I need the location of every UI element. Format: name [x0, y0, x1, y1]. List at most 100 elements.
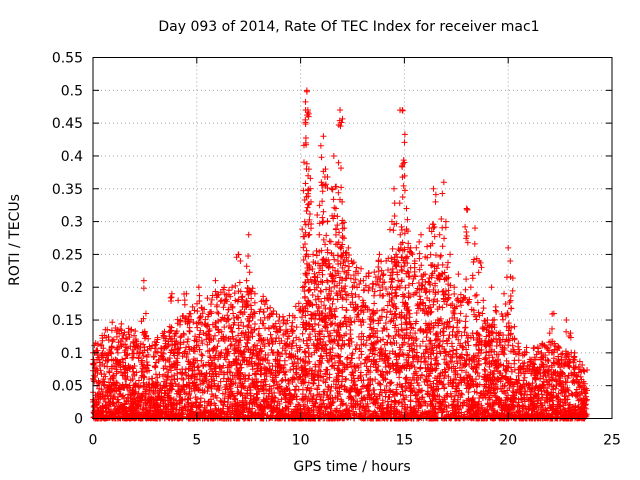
data-point: [151, 363, 158, 370]
data-point: [396, 374, 403, 381]
data-point: [570, 403, 577, 410]
data-point: [194, 364, 201, 371]
data-point: [392, 367, 399, 374]
data-point: [545, 358, 552, 365]
data-point: [118, 320, 125, 327]
data-point: [530, 345, 537, 352]
data-point: [289, 327, 296, 334]
data-point: [325, 333, 332, 340]
data-point: [433, 336, 440, 343]
data-point: [470, 334, 477, 341]
data-point: [379, 397, 386, 404]
data-point: [435, 288, 442, 295]
data-point: [177, 334, 184, 341]
data-point: [427, 378, 434, 385]
data-point: [534, 344, 541, 351]
data-point: [372, 281, 379, 288]
data-point: [267, 304, 274, 311]
data-point: [322, 305, 329, 312]
data-point: [483, 355, 490, 362]
data-point: [217, 397, 224, 404]
data-point: [436, 393, 443, 400]
data-point: [509, 342, 516, 349]
data-point: [242, 395, 249, 402]
data-point: [462, 286, 469, 293]
data-point: [434, 306, 441, 313]
data-point: [465, 300, 472, 307]
data-point: [428, 308, 435, 315]
data-point: [224, 312, 231, 319]
data-point: [267, 331, 274, 338]
data-point: [405, 282, 412, 289]
data-point: [382, 347, 389, 354]
data-point: [339, 337, 346, 344]
data-point: [519, 402, 526, 409]
data-point: [385, 333, 392, 340]
data-point: [264, 305, 271, 312]
data-point: [458, 332, 465, 339]
data-point: [356, 281, 363, 288]
data-point: [241, 394, 248, 401]
data-point: [453, 346, 460, 353]
data-point: [489, 354, 496, 361]
data-point: [191, 307, 198, 314]
data-point: [144, 347, 151, 354]
data-point: [307, 331, 314, 338]
data-point: [450, 347, 457, 354]
data-point: [543, 376, 550, 383]
data-point: [392, 289, 399, 296]
data-point: [329, 300, 336, 307]
data-point: [215, 310, 222, 317]
data-point: [404, 351, 411, 358]
data-point: [557, 364, 564, 371]
data-point: [529, 380, 536, 387]
data-point: [346, 342, 353, 349]
data-point: [109, 319, 116, 326]
data-point: [352, 276, 359, 283]
data-point: [238, 389, 245, 396]
data-point: [301, 349, 308, 356]
data-point: [197, 395, 204, 402]
data-point: [371, 300, 378, 307]
data-point: [407, 397, 414, 404]
data-point: [451, 291, 458, 298]
data-point: [231, 315, 238, 321]
data-point: [426, 337, 433, 344]
data-point: [293, 324, 300, 331]
data-point: [299, 330, 306, 337]
data-point: [207, 301, 214, 308]
data-point: [304, 308, 311, 315]
data-point: [214, 309, 221, 316]
data-point: [263, 387, 270, 394]
data-point: [262, 325, 269, 332]
data-point: [194, 324, 201, 331]
data-point: [500, 350, 507, 357]
data-point: [309, 292, 316, 299]
data-point: [251, 371, 258, 378]
data-point: [464, 351, 471, 358]
data-point: [312, 333, 319, 340]
data-point: [199, 352, 206, 359]
data-point: [462, 318, 469, 325]
data-point: [371, 269, 378, 276]
data-point: [413, 309, 420, 316]
data-point: [470, 394, 477, 401]
data-point: [405, 340, 412, 347]
data-point: [388, 255, 395, 262]
data-point: [494, 375, 501, 382]
data-point: [185, 392, 192, 399]
data-point: [257, 371, 264, 378]
data-point: [186, 328, 193, 335]
data-point: [99, 337, 106, 344]
data-point: [189, 367, 196, 374]
data-point: [383, 314, 390, 321]
data-point: [385, 332, 392, 339]
data-point: [402, 284, 409, 291]
data-point: [554, 347, 561, 354]
data-point: [473, 316, 480, 323]
data-point: [317, 368, 324, 375]
data-point: [418, 353, 425, 360]
data-point: [450, 324, 457, 331]
data-point: [476, 373, 483, 380]
